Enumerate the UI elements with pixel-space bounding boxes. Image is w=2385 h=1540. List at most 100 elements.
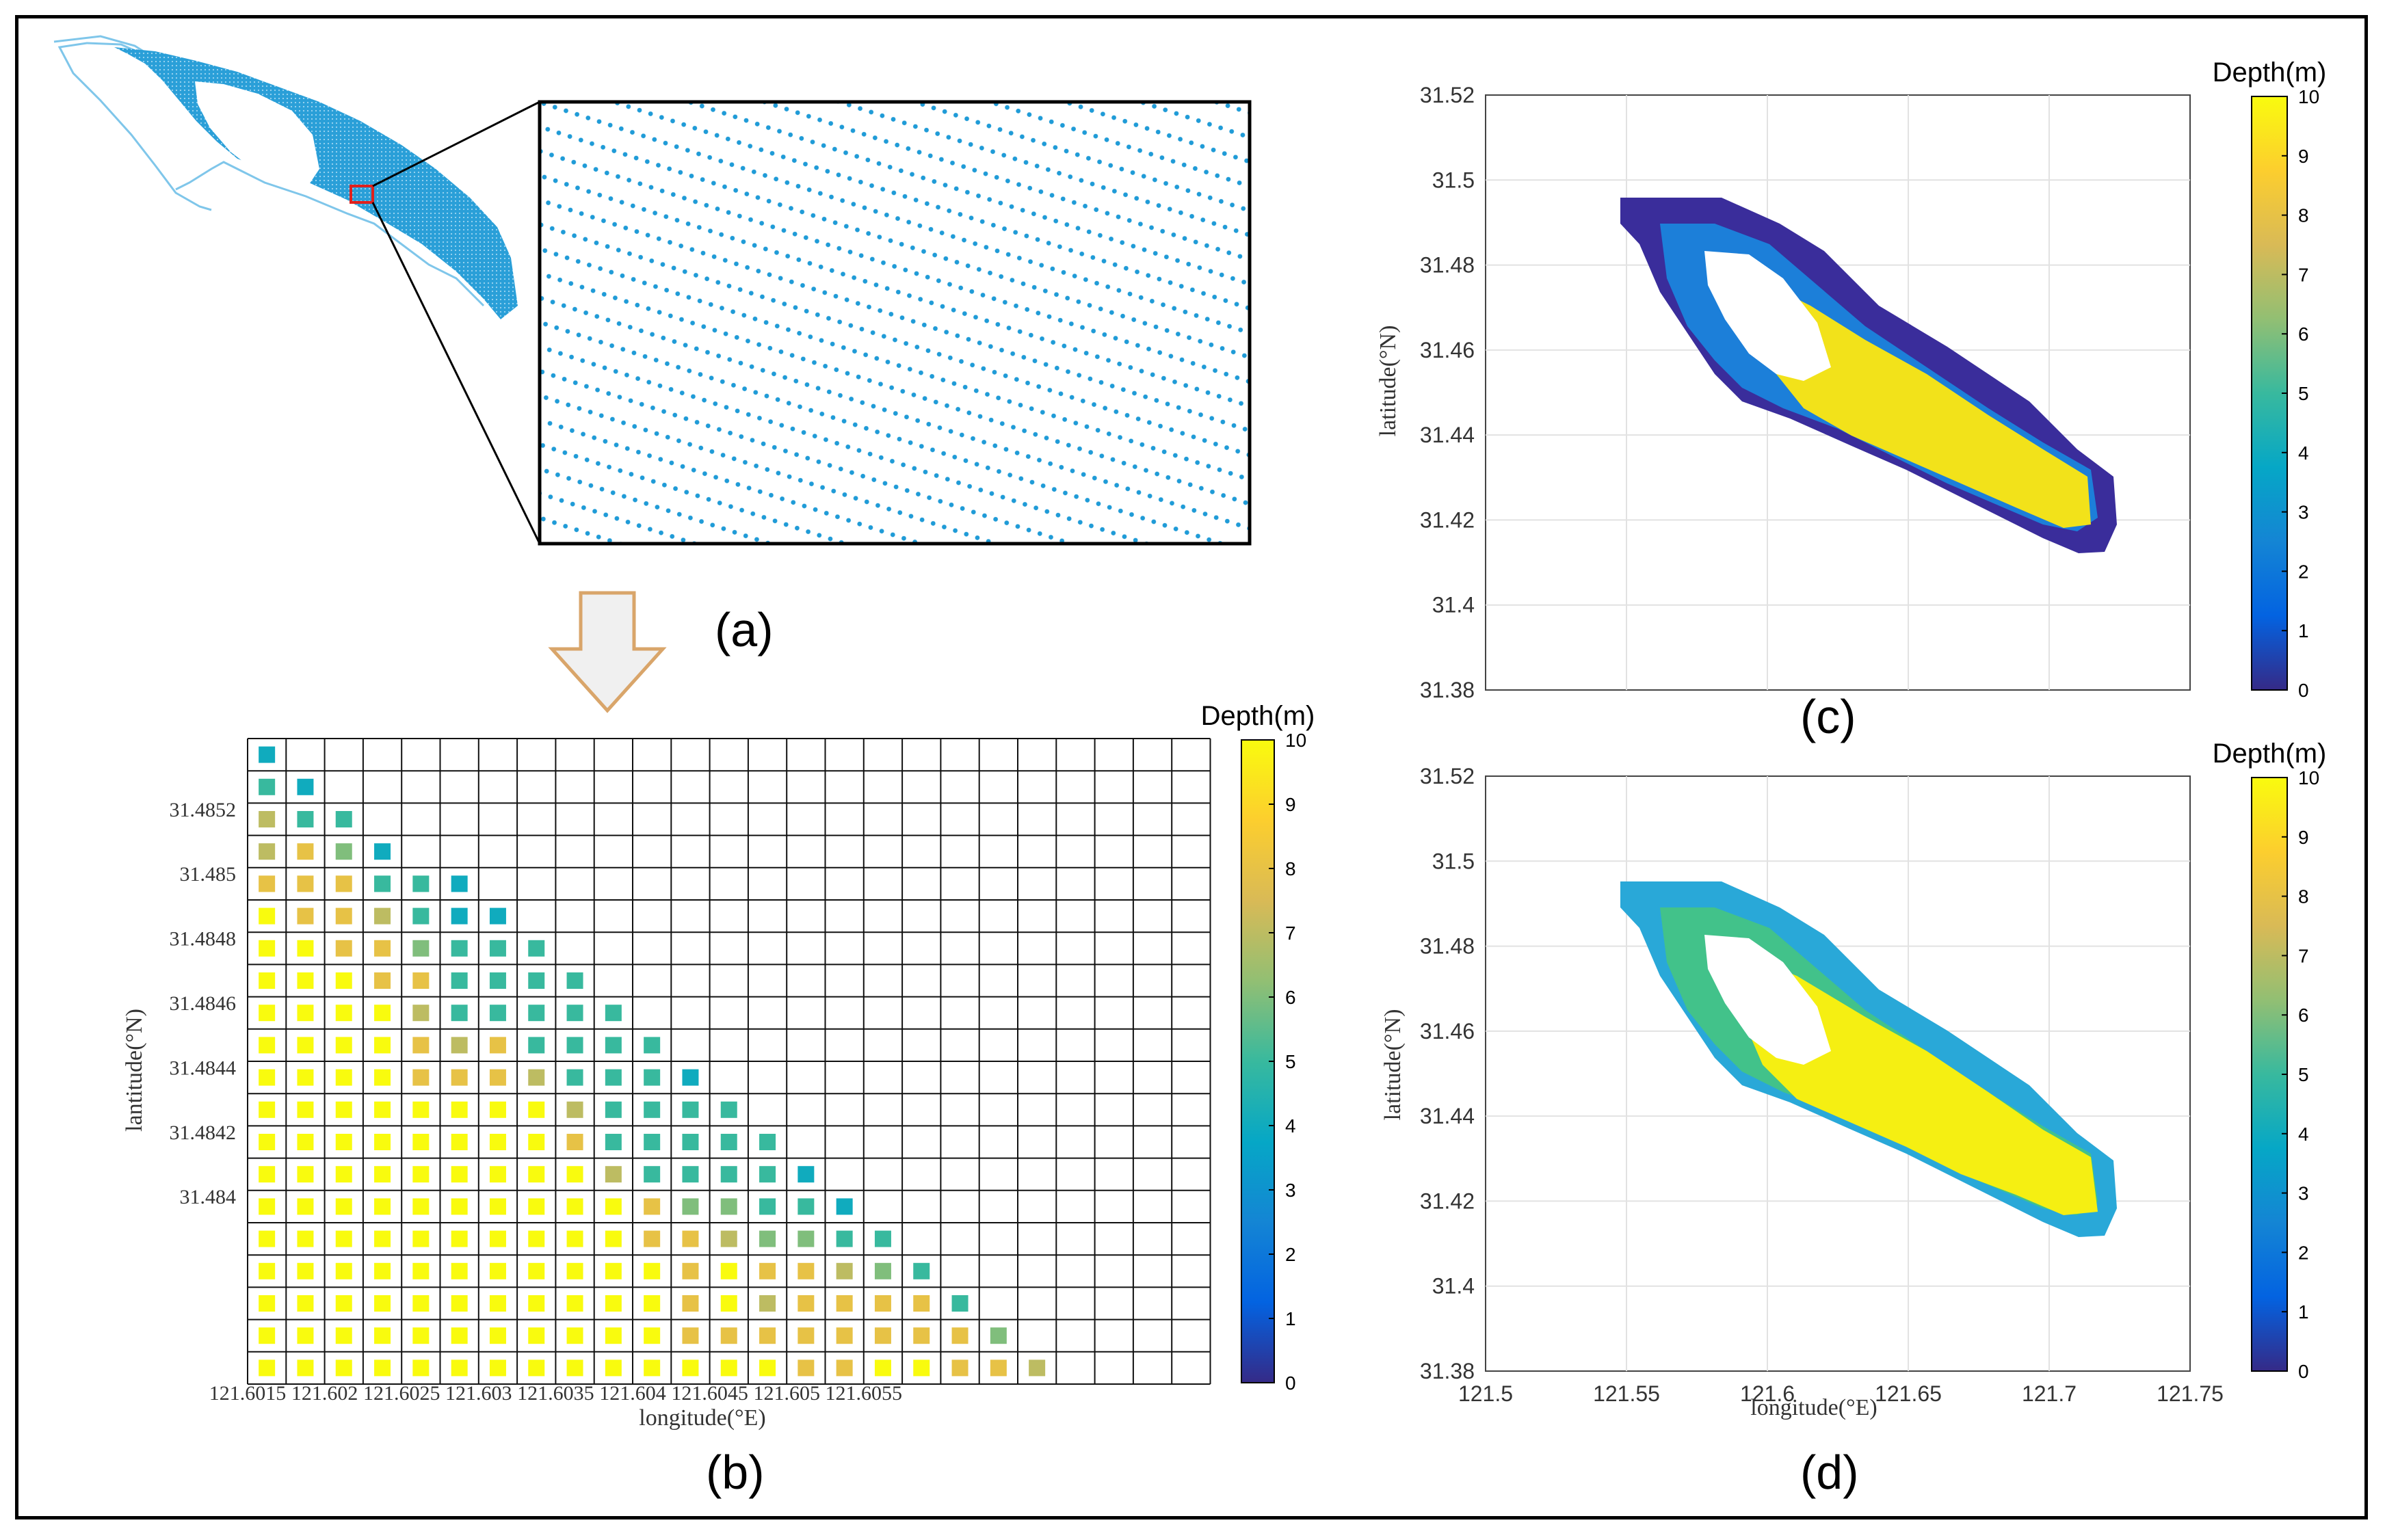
b-depth-cell bbox=[335, 1134, 352, 1150]
b-depth-cell bbox=[412, 1166, 430, 1183]
b-depth-cell bbox=[528, 1295, 545, 1312]
b-depth-cell bbox=[566, 972, 583, 989]
d-y-tick-label: 31.42 bbox=[1420, 1189, 1475, 1213]
b-depth-cell bbox=[566, 1037, 583, 1054]
b-depth-cell bbox=[1029, 1359, 1046, 1377]
b-depth-cell bbox=[335, 1166, 352, 1183]
b-y-tick-label: 31.4846 bbox=[170, 992, 237, 1015]
b-depth-cell bbox=[605, 1327, 622, 1344]
b-depth-cell bbox=[412, 875, 430, 892]
b-depth-cell bbox=[335, 843, 352, 860]
b-depth-cell bbox=[451, 1327, 468, 1344]
b-depth-cell bbox=[836, 1359, 853, 1377]
b-depth-cell bbox=[259, 1005, 276, 1022]
b-depth-cell bbox=[489, 1037, 506, 1054]
d-colorbar-gradient bbox=[2251, 777, 2288, 1372]
b-depth-cell bbox=[682, 1295, 699, 1312]
b-depth-cell bbox=[874, 1359, 891, 1377]
b-depth-cell bbox=[566, 1359, 583, 1377]
b-depth-cell bbox=[720, 1295, 737, 1312]
c-y-tick-label: 31.44 bbox=[1420, 423, 1475, 447]
b-depth-cell bbox=[412, 1230, 430, 1247]
b-depth-cell bbox=[528, 1134, 545, 1150]
island-outline-lower bbox=[175, 161, 485, 307]
b-depth-cell bbox=[412, 1262, 430, 1279]
d-xlabel: longitude(°E) bbox=[1750, 1395, 1877, 1420]
d-colorbar-tick-label: 7 bbox=[2298, 945, 2309, 966]
b-depth-cell bbox=[374, 1295, 391, 1312]
d-x-ticks: 121.5 121.55 121.6 121.65 121.7 121.75 bbox=[1458, 1381, 2224, 1406]
c-colorbar-tick-label: 2 bbox=[2298, 561, 2309, 582]
panel-d: 31.52 31.5 31.48 31.46 31.44 31.42 31.4 31.38 1… bbox=[1380, 739, 2326, 1499]
b-depth-cell bbox=[644, 1166, 661, 1183]
b-depth-cell bbox=[297, 1295, 314, 1312]
d-channel-deep bbox=[1728, 948, 2098, 1215]
b-depth-cell bbox=[566, 1327, 583, 1344]
b-depth-cell bbox=[259, 746, 276, 763]
b-depth-cell bbox=[644, 1198, 661, 1215]
b-depth-cell bbox=[566, 1295, 583, 1312]
b-depth-cell bbox=[836, 1327, 853, 1344]
b-depth-cell bbox=[374, 1134, 391, 1150]
b-depth-cell bbox=[259, 1037, 276, 1054]
b-depth-cell bbox=[759, 1262, 776, 1279]
b-depth-cell bbox=[605, 1037, 622, 1054]
b-depth-cell bbox=[913, 1359, 930, 1377]
b-depth-cell bbox=[412, 907, 430, 925]
b-depth-cell bbox=[374, 972, 391, 989]
d-x-tick-label: 121.65 bbox=[1875, 1381, 1942, 1406]
b-depth-cell bbox=[874, 1262, 891, 1279]
b-depth-cell bbox=[259, 940, 276, 957]
b-depth-cell bbox=[374, 1359, 391, 1377]
b-depth-cell bbox=[528, 1069, 545, 1086]
b-depth-cell bbox=[412, 1295, 430, 1312]
b-depth-cell bbox=[566, 1262, 583, 1279]
b-y-tick-label: 31.4842 bbox=[170, 1121, 237, 1144]
b-depth-cell bbox=[605, 1359, 622, 1377]
c-colorbar-gradient bbox=[2251, 96, 2288, 691]
b-depth-cell bbox=[528, 1327, 545, 1344]
b-depth-cell bbox=[489, 1262, 506, 1279]
b-colorbar-tick-label: 3 bbox=[1285, 1180, 1296, 1201]
b-depth-cell bbox=[374, 1262, 391, 1279]
d-x-tick-label: 121.5 bbox=[1458, 1381, 1513, 1406]
b-depth-cell bbox=[566, 1230, 583, 1247]
b-depth-cell bbox=[528, 1166, 545, 1183]
c-colorbar-tick-label: 0 bbox=[2298, 680, 2309, 701]
b-depth-cell bbox=[566, 1005, 583, 1022]
b-depth-cell bbox=[259, 1134, 276, 1150]
c-depth-field bbox=[1620, 198, 2117, 553]
b-depth-cell bbox=[682, 1230, 699, 1247]
b-depth-cell bbox=[297, 1198, 314, 1215]
b-depth-cell bbox=[759, 1359, 776, 1377]
b-depth-cell bbox=[259, 907, 276, 925]
b-depth-cell bbox=[412, 1101, 430, 1118]
b-depth-cell bbox=[259, 875, 276, 892]
zoom-inset-box bbox=[538, 100, 1252, 546]
b-depth-cell bbox=[412, 1069, 430, 1086]
b-depth-cell bbox=[798, 1295, 815, 1312]
figure-frame: (a) 121.6015 121.602 121.6025 121.603 121.60… bbox=[15, 15, 2368, 1519]
b-depth-cell bbox=[335, 1327, 352, 1344]
b-depth-cell bbox=[720, 1262, 737, 1279]
b-depth-cell bbox=[412, 1327, 430, 1344]
c-y-tick-label: 31.46 bbox=[1420, 338, 1475, 362]
b-depth-cell bbox=[489, 972, 506, 989]
b-colorbar-title: Depth(m) bbox=[1201, 701, 1315, 731]
b-depth-cell bbox=[720, 1359, 737, 1377]
d-x-tick-label: 121.75 bbox=[2157, 1381, 2224, 1406]
b-depth-cell bbox=[605, 1069, 622, 1086]
b-depth-cell bbox=[682, 1101, 699, 1118]
c-y-tick-label: 31.52 bbox=[1420, 83, 1475, 107]
b-depth-cell bbox=[528, 972, 545, 989]
panel-label-c: (c) bbox=[1800, 690, 1856, 743]
b-depth-cell bbox=[259, 1069, 276, 1086]
b-depth-cell bbox=[374, 1005, 391, 1022]
b-depth-cell bbox=[644, 1230, 661, 1247]
b-depth-cell bbox=[644, 1327, 661, 1344]
b-depth-cell bbox=[259, 843, 276, 860]
b-y-tick-label: 31.4848 bbox=[170, 928, 237, 951]
b-colorbar-tick-label: 10 bbox=[1285, 730, 1306, 751]
panel-c: 31.52 31.5 31.48 31.46 31.44 31.42 31.4 31.38 1… bbox=[1375, 57, 2326, 743]
